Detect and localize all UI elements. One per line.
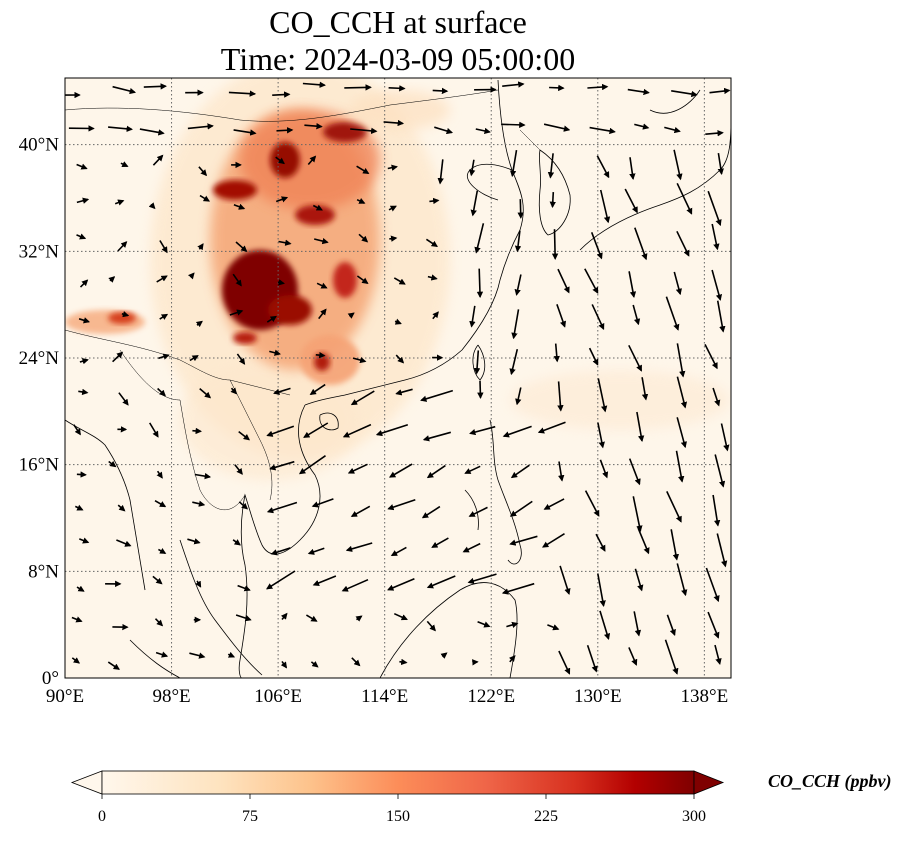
colorbar-extend-low	[72, 771, 102, 794]
plume-south-mid	[300, 335, 360, 385]
wind-vector	[553, 192, 554, 207]
x-tick-label: 90°E	[46, 686, 84, 707]
wind-vector	[555, 229, 556, 259]
y-axis-ticks: 0° 8°N 16°N 24°N 32°N 40°N	[19, 135, 60, 689]
x-tick-label: 114°E	[361, 686, 408, 707]
colorbar-tick-label: 75	[242, 808, 258, 825]
map-title-line2: Time: 2024-03-09 05:00:00	[221, 41, 575, 77]
y-tick-label: 8°N	[28, 561, 59, 582]
colorbar-tick-label: 225	[534, 808, 558, 825]
wind-vector	[479, 269, 480, 297]
colorbar-tick-label: 300	[682, 808, 706, 825]
plume-core-north3	[295, 205, 335, 225]
plume-core-southwest	[233, 332, 257, 344]
colorbar-gradient	[102, 771, 694, 794]
wind-vector	[501, 124, 524, 125]
wind-vector	[549, 88, 563, 89]
wind-vector	[316, 355, 325, 356]
wind-vector	[77, 474, 86, 475]
x-axis-ticks: 90°E 98°E 106°E 114°E 122°E 130°E 138°E	[46, 686, 728, 707]
y-tick-label: 32°N	[19, 241, 60, 262]
wind-vector	[389, 88, 405, 89]
colorbar: 0 75 150 225 300 CO_CCH (ppbv)	[72, 771, 892, 825]
plume-tibet	[65, 310, 145, 334]
wind-vector	[399, 662, 406, 663]
wind-vector	[429, 200, 438, 201]
wind-vector	[433, 90, 447, 91]
y-tick-label: 0°	[42, 668, 59, 689]
x-tick-label: 122°E	[467, 686, 515, 707]
plume-core-north4	[323, 122, 367, 142]
plume-core-north2	[270, 142, 300, 178]
plume-core-north1	[213, 180, 257, 200]
x-tick-label: 106°E	[254, 686, 302, 707]
colorbar-label: CO_CCH (ppbv)	[768, 771, 892, 792]
wind-vector	[520, 199, 521, 218]
plume-core-east	[333, 262, 357, 298]
colorbar-tick-label: 150	[386, 808, 410, 825]
plume-light-pacific	[510, 370, 730, 430]
wind-vector	[192, 431, 200, 432]
y-tick-label: 16°N	[19, 455, 60, 476]
plume-core-sichuan-east	[268, 295, 312, 325]
x-tick-label: 130°E	[574, 686, 622, 707]
wind-vector	[144, 86, 166, 87]
colorbar-tick-label: 0	[98, 808, 106, 825]
colorbar-extend-high	[694, 771, 723, 794]
wind-vector	[272, 94, 289, 95]
y-tick-label: 24°N	[19, 348, 60, 369]
map-panel	[63, 60, 732, 678]
x-tick-label: 98°E	[152, 686, 190, 707]
x-tick-label: 138°E	[681, 686, 729, 707]
map-title-line1: CO_CCH at surface	[269, 4, 527, 40]
wind-vector	[277, 130, 293, 131]
colorbar-ticks: 0 75 150 225 300	[98, 794, 706, 825]
y-tick-label: 40°N	[19, 135, 60, 156]
wind-vector	[344, 87, 370, 88]
wind-vector	[480, 381, 481, 398]
wind-vector	[389, 238, 396, 239]
